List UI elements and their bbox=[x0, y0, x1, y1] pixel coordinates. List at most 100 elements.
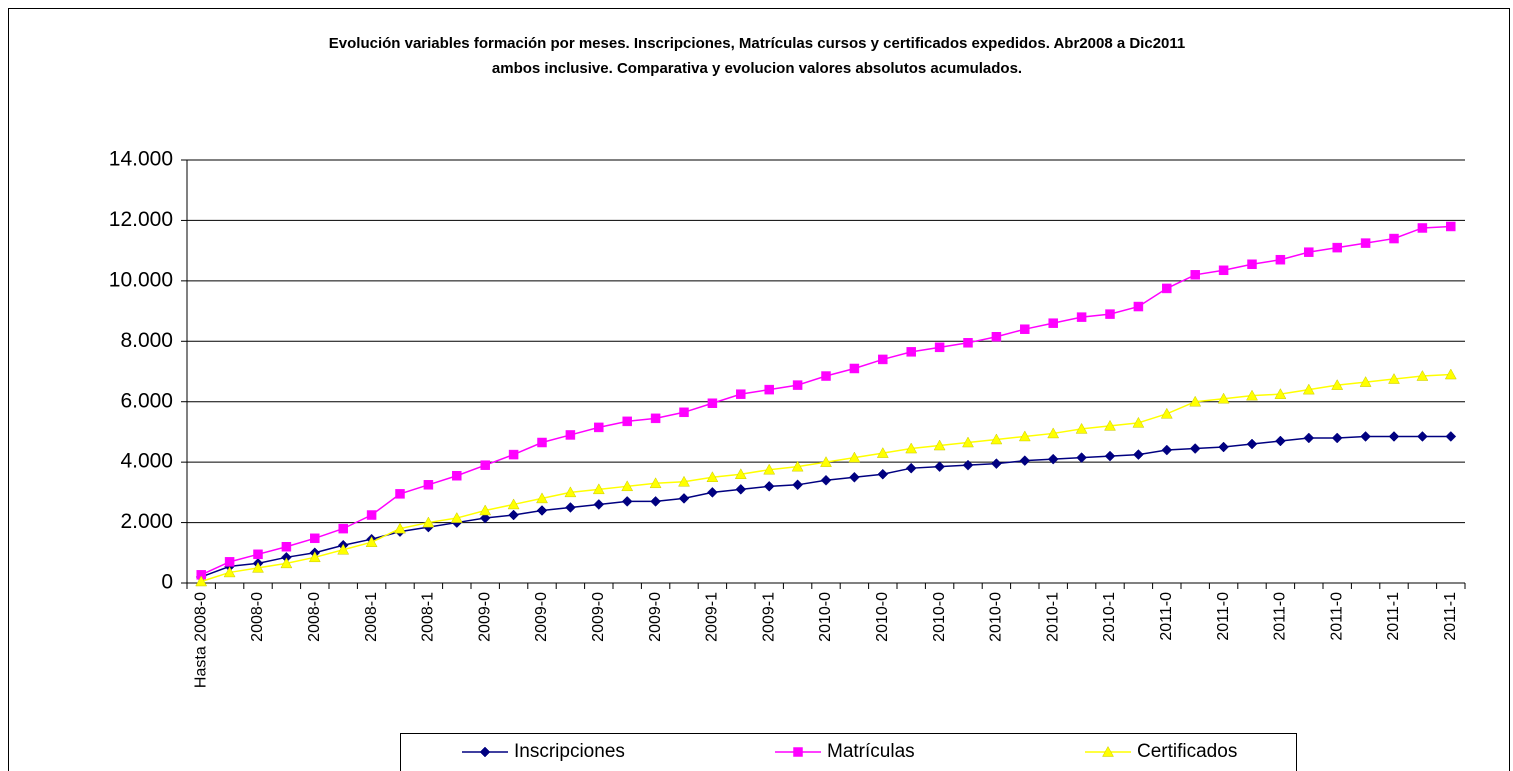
x-tick-label: 2009-1 bbox=[760, 592, 777, 642]
data-point bbox=[508, 449, 519, 460]
data-point bbox=[452, 470, 462, 481]
data-point bbox=[536, 505, 548, 516]
legend-marker bbox=[793, 747, 803, 757]
data-point bbox=[1132, 416, 1145, 428]
x-tick-label: 2010-0 bbox=[988, 592, 1005, 642]
data-point bbox=[1274, 388, 1287, 399]
data-point bbox=[991, 458, 1002, 470]
data-point bbox=[508, 509, 519, 521]
data-point bbox=[1359, 376, 1372, 387]
data-point bbox=[934, 342, 945, 353]
data-point bbox=[736, 389, 746, 399]
y-tick-label: 4.000 bbox=[120, 450, 173, 473]
x-tick-label: 2010-1 bbox=[1044, 592, 1061, 642]
data-point bbox=[1275, 254, 1286, 265]
x-tick-label: 2011-0 bbox=[1272, 592, 1289, 641]
data-point bbox=[821, 371, 831, 381]
data-point bbox=[764, 384, 774, 395]
x-tick-label: 2010-0 bbox=[874, 592, 891, 642]
data-point bbox=[1444, 368, 1457, 380]
x-tick-label: 2010-0 bbox=[817, 592, 834, 642]
data-point bbox=[1302, 383, 1315, 395]
data-point bbox=[1246, 389, 1258, 401]
data-point bbox=[1104, 419, 1116, 431]
data-point bbox=[593, 499, 605, 510]
data-point bbox=[195, 575, 208, 587]
data-point bbox=[507, 498, 520, 510]
y-tick-label: 6.000 bbox=[120, 389, 173, 412]
data-point bbox=[792, 380, 803, 390]
x-tick-label: 2008-1 bbox=[363, 592, 380, 642]
data-point bbox=[763, 463, 776, 475]
data-point bbox=[1133, 449, 1144, 460]
x-tick-label: 2009-0 bbox=[647, 592, 664, 642]
data-point bbox=[310, 533, 320, 544]
data-point bbox=[422, 516, 435, 528]
data-point bbox=[479, 504, 492, 516]
data-point bbox=[877, 468, 889, 480]
data-point bbox=[252, 561, 264, 573]
data-point bbox=[423, 480, 434, 490]
data-point bbox=[1076, 452, 1087, 463]
data-point bbox=[621, 496, 633, 507]
data-point bbox=[1247, 259, 1257, 269]
x-tick-label: 2008-0 bbox=[306, 592, 323, 642]
data-point bbox=[905, 442, 918, 454]
data-point bbox=[990, 433, 1003, 445]
data-point bbox=[707, 487, 718, 498]
data-point bbox=[450, 512, 463, 523]
data-point bbox=[848, 451, 861, 463]
data-point bbox=[1303, 432, 1315, 444]
x-tick-label: 2011-0 bbox=[1215, 592, 1232, 641]
data-point bbox=[592, 483, 605, 495]
legend-label: Certificados bbox=[1137, 741, 1237, 762]
legend-marker bbox=[1102, 745, 1114, 757]
data-point bbox=[1217, 392, 1230, 404]
x-tick-label: 2008-0 bbox=[249, 592, 266, 642]
x-tick-label: 2009-0 bbox=[590, 592, 607, 642]
data-point bbox=[1218, 265, 1229, 276]
data-point bbox=[1075, 422, 1088, 434]
data-point bbox=[394, 522, 406, 534]
data-point bbox=[1048, 318, 1058, 328]
y-tick-label: 14.000 bbox=[109, 148, 173, 171]
data-point bbox=[1189, 395, 1202, 407]
data-point bbox=[1417, 431, 1428, 442]
data-point bbox=[365, 536, 378, 547]
legend-box bbox=[400, 733, 1297, 771]
data-point bbox=[906, 347, 916, 357]
data-point bbox=[1105, 309, 1115, 319]
data-point bbox=[1104, 450, 1116, 462]
data-point bbox=[1190, 270, 1200, 280]
data-point bbox=[337, 543, 350, 555]
data-point bbox=[1416, 370, 1429, 381]
data-point bbox=[1133, 301, 1144, 312]
data-point bbox=[1246, 438, 1258, 450]
data-point bbox=[991, 332, 1002, 342]
data-point bbox=[735, 483, 747, 495]
chart-title: Evolución variables formación por meses.… bbox=[329, 35, 1185, 52]
data-point bbox=[1189, 443, 1201, 454]
data-point bbox=[792, 479, 803, 491]
data-point bbox=[1076, 312, 1087, 322]
data-point bbox=[934, 461, 945, 473]
data-point bbox=[1047, 427, 1060, 439]
data-point bbox=[280, 557, 293, 569]
data-point bbox=[565, 430, 576, 440]
data-point bbox=[1160, 407, 1173, 419]
data-point bbox=[649, 477, 662, 489]
data-point bbox=[366, 510, 377, 520]
x-tick-label: 2011-1 bbox=[1385, 592, 1402, 641]
legend-label: Matrículas bbox=[827, 741, 915, 762]
data-point bbox=[1304, 247, 1314, 257]
data-point bbox=[1018, 430, 1031, 442]
data-point bbox=[1331, 379, 1344, 390]
x-tick-label: Hasta 2008-0 bbox=[192, 592, 209, 688]
data-point bbox=[621, 480, 634, 492]
data-point bbox=[564, 486, 577, 498]
x-tick-label: 2009-1 bbox=[704, 592, 721, 642]
data-point bbox=[1389, 233, 1399, 244]
data-point bbox=[223, 566, 236, 578]
data-point bbox=[1020, 324, 1030, 334]
data-point bbox=[1275, 435, 1286, 447]
